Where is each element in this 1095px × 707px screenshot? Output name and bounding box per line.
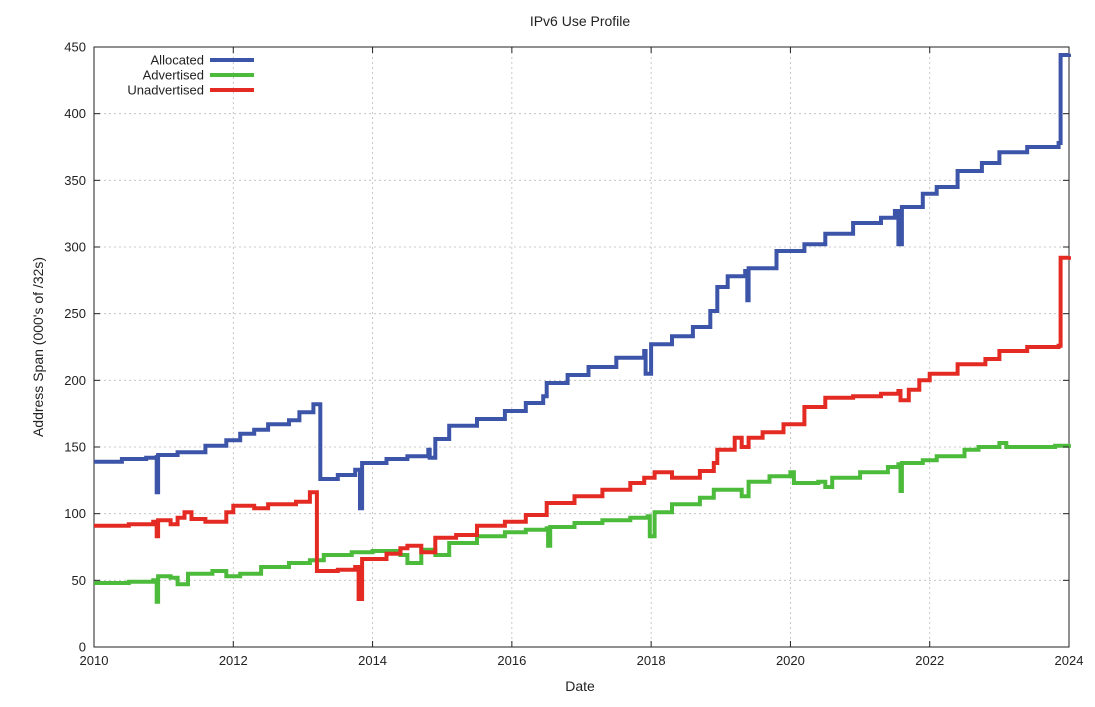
y-tick-label: 400 bbox=[64, 106, 86, 121]
x-axis-title: Date bbox=[565, 678, 595, 694]
x-tick-label: 2012 bbox=[219, 653, 248, 668]
y-tick-label: 250 bbox=[64, 306, 86, 321]
series-line-unadvertised bbox=[94, 255, 1071, 601]
grid bbox=[94, 47, 1069, 647]
axis-ticks: 2010 2012 2014 2016 2018 2020 2022 2024 0 50 100 15… bbox=[64, 40, 1083, 669]
x-tick-label: 2014 bbox=[358, 653, 387, 668]
y-tick-label: 100 bbox=[64, 506, 86, 521]
x-tick-label: 2024 bbox=[1055, 653, 1084, 668]
x-tick-label: 2010 bbox=[80, 653, 109, 668]
legend-label-unadvertised: Unadvertised bbox=[127, 83, 204, 98]
y-tick-label: 200 bbox=[64, 373, 86, 388]
legend-label-advertised: Advertised bbox=[143, 68, 204, 83]
chart-title: IPv6 Use Profile bbox=[530, 13, 631, 29]
y-tick-label: 50 bbox=[72, 573, 86, 588]
series-layer bbox=[94, 53, 1071, 604]
x-tick-label: 2022 bbox=[915, 653, 944, 668]
x-tick-label: 2018 bbox=[637, 653, 666, 668]
x-tick-label: 2016 bbox=[497, 653, 526, 668]
y-tick-label: 150 bbox=[64, 440, 86, 455]
y-axis-title: Address Span (000's of /32s) bbox=[30, 257, 46, 437]
series-line-allocated bbox=[94, 53, 1071, 511]
y-tick-label: 450 bbox=[64, 40, 86, 55]
x-tick-label: 2020 bbox=[776, 653, 805, 668]
plot-area bbox=[93, 46, 1070, 648]
series-line-advertised bbox=[94, 441, 1071, 604]
y-tick-label: 300 bbox=[64, 240, 86, 255]
y-tick-label: 350 bbox=[64, 173, 86, 188]
y-tick-label: 0 bbox=[79, 640, 86, 655]
legend-label-allocated: Allocated bbox=[151, 53, 204, 68]
